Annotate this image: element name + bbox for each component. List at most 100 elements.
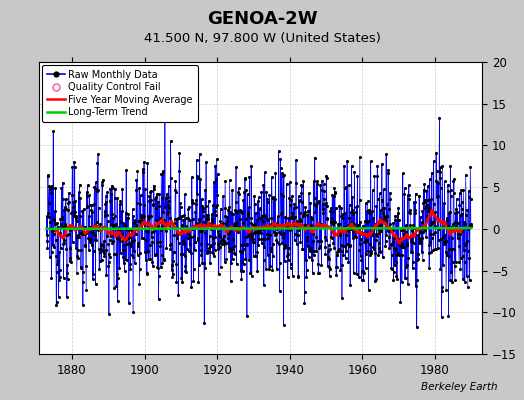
Point — [291, 214, 300, 220]
Point — [264, 235, 272, 242]
Point — [142, 228, 150, 234]
Point — [410, 199, 418, 206]
Point — [452, 259, 460, 265]
Point — [404, 255, 412, 261]
Point — [93, 187, 102, 194]
Point — [364, 198, 372, 205]
Point — [182, 269, 190, 275]
Point — [299, 210, 308, 216]
Point — [443, 214, 452, 221]
Point — [229, 211, 237, 217]
Point — [272, 231, 280, 238]
Point — [266, 231, 274, 238]
Point — [99, 177, 107, 183]
Point — [245, 174, 254, 180]
Point — [96, 258, 104, 265]
Point — [70, 213, 78, 220]
Point — [137, 214, 146, 220]
Point — [378, 210, 387, 216]
Point — [325, 265, 334, 272]
Point — [62, 246, 70, 252]
Point — [52, 299, 61, 305]
Point — [325, 264, 333, 270]
Point — [102, 199, 111, 206]
Point — [45, 183, 53, 189]
Point — [456, 230, 464, 237]
Point — [245, 257, 253, 263]
Point — [56, 216, 64, 222]
Point — [460, 219, 468, 225]
Point — [271, 230, 280, 236]
Point — [198, 203, 206, 209]
Point — [376, 248, 385, 255]
Point — [431, 209, 439, 216]
Point — [166, 242, 174, 248]
Text: GENOA-2W: GENOA-2W — [206, 10, 318, 28]
Point — [298, 246, 307, 252]
Point — [46, 254, 54, 260]
Point — [296, 210, 304, 216]
Point — [57, 245, 65, 252]
Point — [46, 186, 54, 192]
Point — [311, 202, 320, 209]
Point — [419, 200, 428, 206]
Point — [435, 167, 443, 174]
Point — [156, 242, 165, 249]
Point — [61, 223, 70, 229]
Point — [464, 284, 472, 290]
Point — [397, 227, 405, 234]
Point — [125, 300, 133, 306]
Point — [359, 268, 367, 274]
Point — [50, 208, 59, 214]
Point — [73, 254, 82, 261]
Point — [371, 250, 379, 256]
Point — [319, 224, 328, 230]
Point — [254, 198, 262, 204]
Point — [230, 221, 238, 227]
Point — [58, 215, 66, 222]
Point — [297, 181, 305, 188]
Point — [391, 212, 399, 219]
Point — [366, 241, 374, 247]
Point — [264, 198, 272, 205]
Point — [174, 231, 182, 237]
Point — [235, 224, 244, 230]
Point — [422, 188, 431, 194]
Point — [268, 267, 277, 274]
Point — [401, 222, 410, 228]
Point — [418, 235, 427, 242]
Point — [91, 281, 100, 287]
Point — [67, 210, 75, 216]
Point — [232, 209, 241, 216]
Point — [231, 220, 239, 226]
Point — [455, 243, 463, 249]
Point — [456, 212, 465, 218]
Point — [351, 233, 359, 239]
Point — [444, 188, 452, 194]
Point — [275, 228, 283, 235]
Point — [367, 247, 375, 254]
Point — [402, 229, 411, 236]
Point — [235, 185, 243, 192]
Point — [388, 227, 397, 234]
Point — [90, 184, 99, 190]
Point — [144, 212, 152, 219]
Point — [194, 235, 202, 241]
Point — [91, 222, 99, 229]
Point — [340, 162, 348, 169]
Point — [348, 194, 356, 200]
Point — [149, 182, 158, 189]
Point — [271, 232, 279, 238]
Point — [63, 262, 71, 268]
Point — [347, 209, 355, 215]
Point — [112, 232, 120, 239]
Point — [57, 185, 66, 191]
Point — [272, 266, 281, 272]
Point — [364, 248, 372, 254]
Point — [387, 265, 396, 272]
Point — [52, 269, 61, 276]
Point — [270, 222, 278, 229]
Point — [344, 259, 353, 265]
Point — [307, 245, 315, 251]
Point — [467, 221, 475, 227]
